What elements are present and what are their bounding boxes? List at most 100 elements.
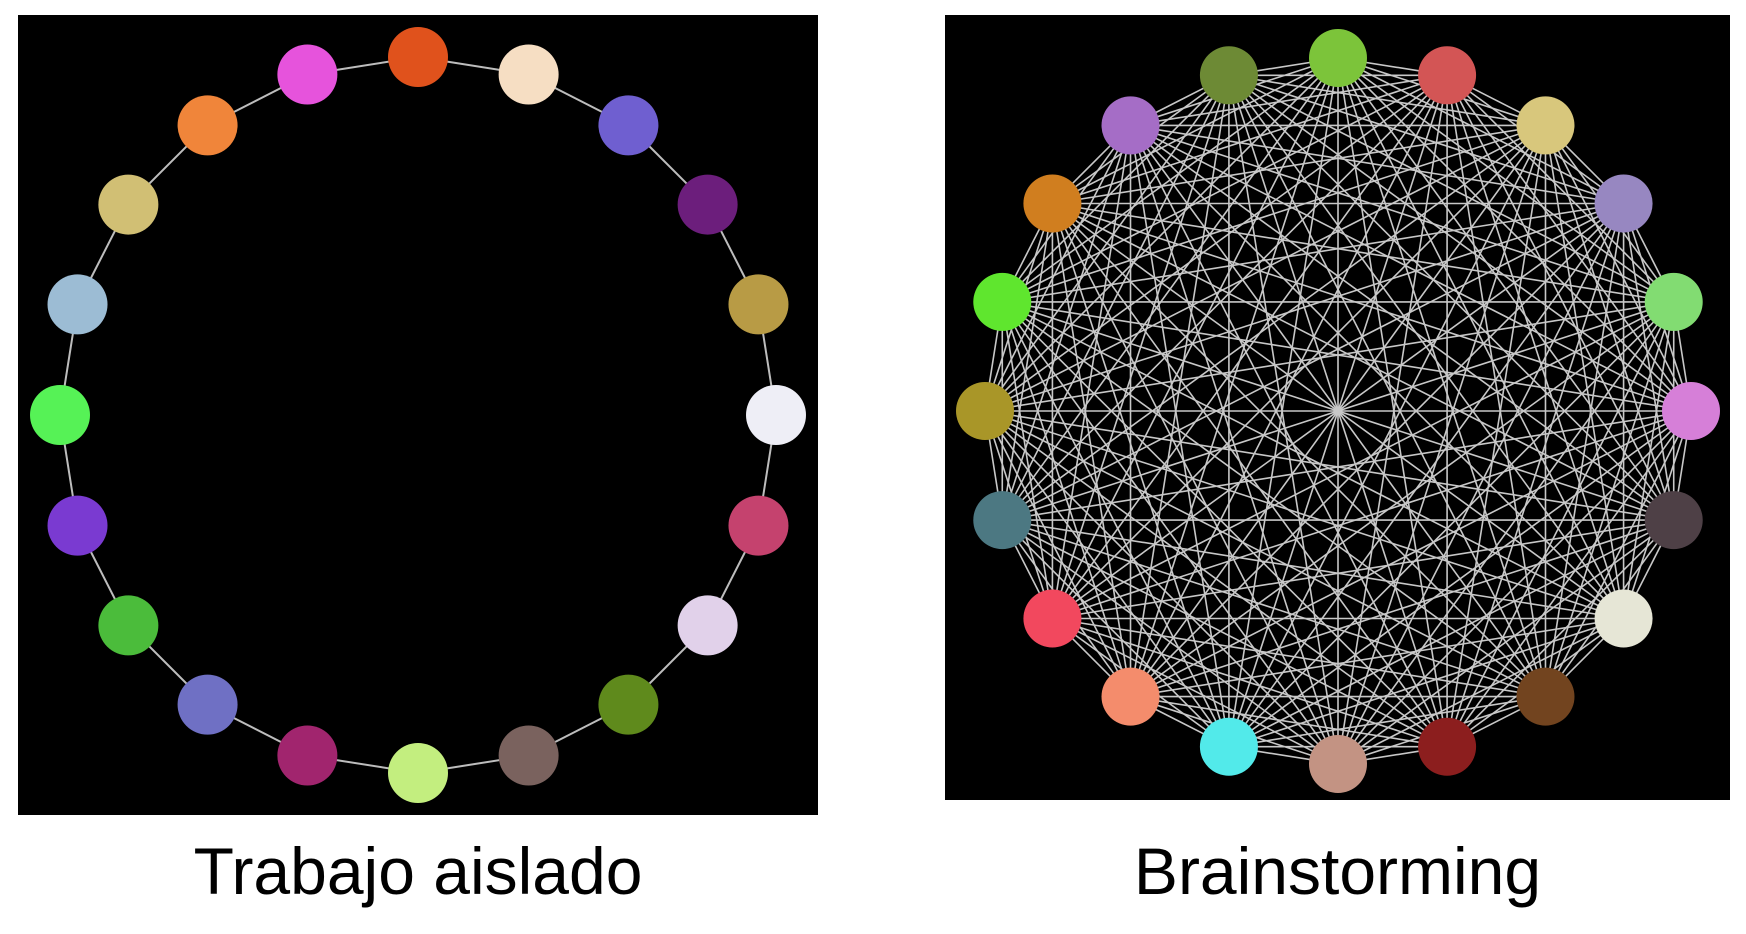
edge xyxy=(1052,124,1546,205)
edge xyxy=(1446,301,1675,748)
edge xyxy=(1228,519,1675,748)
node xyxy=(1644,491,1703,550)
nodes xyxy=(956,29,1720,793)
node xyxy=(1101,667,1160,726)
edge xyxy=(1052,617,1448,748)
edge xyxy=(1001,519,1230,748)
edge xyxy=(1052,617,1546,698)
node xyxy=(1644,272,1703,331)
edge xyxy=(984,74,1230,412)
node xyxy=(1662,382,1720,440)
edge xyxy=(1051,75,1230,619)
edge xyxy=(1051,125,1132,619)
node xyxy=(1023,589,1082,648)
edge xyxy=(1129,124,1625,620)
edge xyxy=(1337,75,1448,765)
brainstorming-caption: Brainstorming xyxy=(1133,834,1542,908)
edge xyxy=(1129,75,1230,697)
node xyxy=(973,491,1032,550)
nodes xyxy=(30,27,806,803)
edge xyxy=(1001,74,1448,303)
edge xyxy=(1337,57,1624,205)
node xyxy=(498,725,559,786)
edge xyxy=(1228,74,1546,127)
edge xyxy=(1051,203,1132,697)
edge xyxy=(1001,519,1339,765)
node xyxy=(598,674,659,735)
node xyxy=(1516,96,1575,155)
edge xyxy=(1228,125,1547,748)
edge xyxy=(1228,695,1546,748)
node xyxy=(1594,589,1653,648)
edge xyxy=(1228,75,1448,747)
edge xyxy=(1228,57,1339,747)
node xyxy=(47,495,108,556)
node xyxy=(1594,174,1653,233)
isolated-work-caption: Trabajo aislado xyxy=(193,834,643,908)
node xyxy=(728,495,789,556)
node xyxy=(47,274,108,335)
node xyxy=(177,95,238,156)
edge xyxy=(1228,74,1547,697)
edge xyxy=(1002,301,1692,412)
node xyxy=(1023,174,1082,233)
edge xyxy=(1001,301,1339,765)
edge xyxy=(1051,203,1339,765)
edge xyxy=(1129,74,1448,697)
edge xyxy=(1622,301,1675,619)
node xyxy=(677,595,738,656)
edge xyxy=(1052,301,1675,620)
edge xyxy=(1129,125,1230,747)
edge xyxy=(1051,124,1547,620)
edge xyxy=(984,410,1448,748)
node xyxy=(1418,717,1477,776)
edges xyxy=(984,57,1692,765)
ring-network-graph xyxy=(30,27,806,803)
edge xyxy=(1544,125,1692,412)
edge xyxy=(1051,202,1547,698)
isolated-work-diagram xyxy=(18,15,818,815)
edge xyxy=(1228,74,1624,205)
edge xyxy=(1228,74,1675,521)
edge xyxy=(984,410,1230,748)
edge xyxy=(1228,74,1692,412)
node xyxy=(1101,96,1160,155)
edge xyxy=(1130,124,1692,412)
edge xyxy=(1001,203,1054,521)
edge xyxy=(1002,410,1692,521)
node xyxy=(98,174,159,235)
node xyxy=(598,95,659,156)
node xyxy=(388,743,448,803)
edge xyxy=(1544,410,1692,697)
node xyxy=(388,27,448,87)
edge xyxy=(984,125,1132,412)
edge xyxy=(1130,695,1448,748)
edge xyxy=(1130,124,1675,521)
edge xyxy=(1001,301,1624,620)
edge xyxy=(1001,74,1230,521)
edge xyxy=(1001,519,1448,748)
brainstorming-diagram xyxy=(945,15,1730,800)
edge xyxy=(1051,203,1230,747)
edge xyxy=(1446,74,1675,521)
edge xyxy=(1002,519,1546,698)
node xyxy=(98,595,159,656)
edge xyxy=(1337,57,1692,412)
edge xyxy=(1052,57,1339,205)
edge xyxy=(1052,617,1339,765)
edge xyxy=(1337,617,1624,765)
edge xyxy=(1001,301,1054,619)
node xyxy=(1309,29,1367,87)
edge xyxy=(1622,203,1675,521)
node xyxy=(177,674,238,735)
edge xyxy=(984,410,1132,697)
node xyxy=(746,385,806,445)
edge xyxy=(1052,202,1692,412)
edge xyxy=(1052,202,1675,521)
edge xyxy=(1446,74,1675,303)
node xyxy=(277,725,338,786)
node xyxy=(677,174,738,235)
edge xyxy=(1544,125,1625,619)
node xyxy=(1516,667,1575,726)
node xyxy=(1418,46,1477,105)
